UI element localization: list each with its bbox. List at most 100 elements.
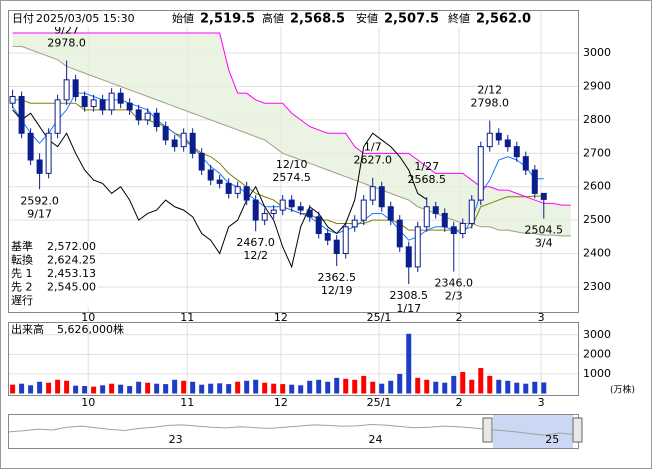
candle-body: [441, 212, 448, 228]
annotation-date: 1/17: [396, 302, 421, 315]
volume-bar: [325, 381, 331, 394]
candle-body: [432, 206, 439, 214]
cloud: [219, 33, 229, 127]
cloud: [57, 33, 67, 67]
volume-bar: [289, 384, 295, 394]
candle-body: [495, 132, 502, 141]
volume-bar: [370, 381, 376, 394]
candle-body: [351, 219, 358, 228]
candle-body: [396, 219, 403, 248]
candle-body: [63, 79, 70, 101]
cloud: [111, 33, 121, 87]
volume-bar: [478, 368, 484, 394]
y-tick-label: 2800: [583, 113, 611, 126]
candle-body: [99, 99, 106, 111]
annotation-value: 2574.5: [272, 171, 311, 184]
annotation-value: 2627.0: [353, 154, 392, 167]
candle-body: [225, 182, 232, 194]
cloud: [534, 200, 544, 236]
annotation-value: 2592.0: [20, 194, 59, 207]
candle-body: [387, 206, 394, 221]
header-high: 2,568.5: [290, 12, 345, 27]
navigator-handle-right: [572, 417, 583, 443]
candle-body: [468, 199, 475, 224]
annotation-value: 2467.0: [236, 236, 275, 249]
candle-body: [189, 132, 196, 154]
header-low-label: 安値: [356, 11, 378, 25]
cloud: [516, 193, 526, 234]
candle-body: [117, 92, 124, 104]
candle-body: [423, 206, 430, 228]
navigator-handle-left: [482, 417, 493, 443]
candle-body: [198, 152, 205, 171]
navigator-label: 23: [169, 433, 183, 446]
cloud: [444, 173, 454, 221]
cloud: [435, 173, 445, 217]
candle-body: [162, 126, 169, 141]
annotation-value: 2798.0: [471, 97, 510, 110]
cloud: [282, 103, 292, 157]
volume-bar: [433, 381, 439, 394]
annotation-date: 3/4: [535, 237, 553, 250]
header-high-label: 高値: [262, 11, 284, 25]
cloud: [138, 33, 148, 97]
cloud: [93, 33, 103, 80]
navigator-line: [8, 423, 575, 436]
volume-bar: [307, 380, 313, 394]
candle-body: [90, 99, 97, 108]
volume-panel: [8, 322, 579, 396]
x-tick-label: 12: [274, 396, 288, 409]
candle-body: [144, 112, 151, 121]
volume-bar: [91, 386, 97, 394]
volume-bar: [64, 380, 70, 394]
annotation-date: 1/27: [414, 160, 439, 173]
cloud: [246, 93, 256, 137]
volume-bar: [388, 380, 394, 394]
volume-tick-label: 3000: [583, 328, 611, 341]
annotation-date: 2/12: [477, 84, 502, 97]
y-tick-label: 2300: [583, 280, 611, 293]
candle-body: [288, 199, 295, 208]
volume-bar: [541, 382, 547, 394]
cloud: [453, 173, 463, 224]
volume-bar: [10, 384, 16, 394]
volume-bar: [352, 379, 358, 394]
candle-body: [135, 109, 142, 121]
cloud: [543, 203, 553, 236]
cloud: [156, 33, 166, 104]
price-panel: [8, 10, 579, 313]
candle-body: [459, 222, 466, 234]
y-tick-label: 2600: [583, 180, 611, 193]
cloud: [552, 203, 562, 236]
cloud: [354, 146, 364, 184]
cloud: [300, 119, 310, 164]
y-tick-label: 3000: [583, 46, 611, 59]
volume-bar: [361, 375, 367, 394]
volume-bar: [226, 384, 232, 394]
cloud: [336, 133, 346, 177]
x-tick-label: 10: [81, 396, 95, 409]
volume-bar: [460, 371, 466, 394]
cloud: [129, 33, 139, 94]
candle-body: [369, 186, 376, 201]
cloud: [255, 99, 265, 140]
legend-name: 先 1: [11, 267, 33, 280]
x-tick-label: 12: [274, 311, 288, 324]
annotation-value: 2504.5: [525, 224, 564, 237]
volume-bar: [505, 380, 511, 394]
candle-body: [270, 209, 277, 214]
x-tick-label: 3: [538, 311, 545, 324]
legend-name: 遅行: [11, 294, 33, 307]
candle-body: [153, 112, 160, 128]
candle-body: [18, 96, 25, 134]
candle-body: [405, 246, 412, 268]
volume-value: 5,626,000株: [57, 322, 124, 336]
candle-body: [81, 96, 88, 108]
header-date-label: 日付: [12, 12, 34, 25]
volume-bar: [334, 377, 340, 394]
candle-body: [324, 232, 331, 241]
legend-bg: [10, 241, 98, 254]
cloud: [318, 129, 328, 171]
volume-tick-label: 1000: [583, 367, 611, 380]
